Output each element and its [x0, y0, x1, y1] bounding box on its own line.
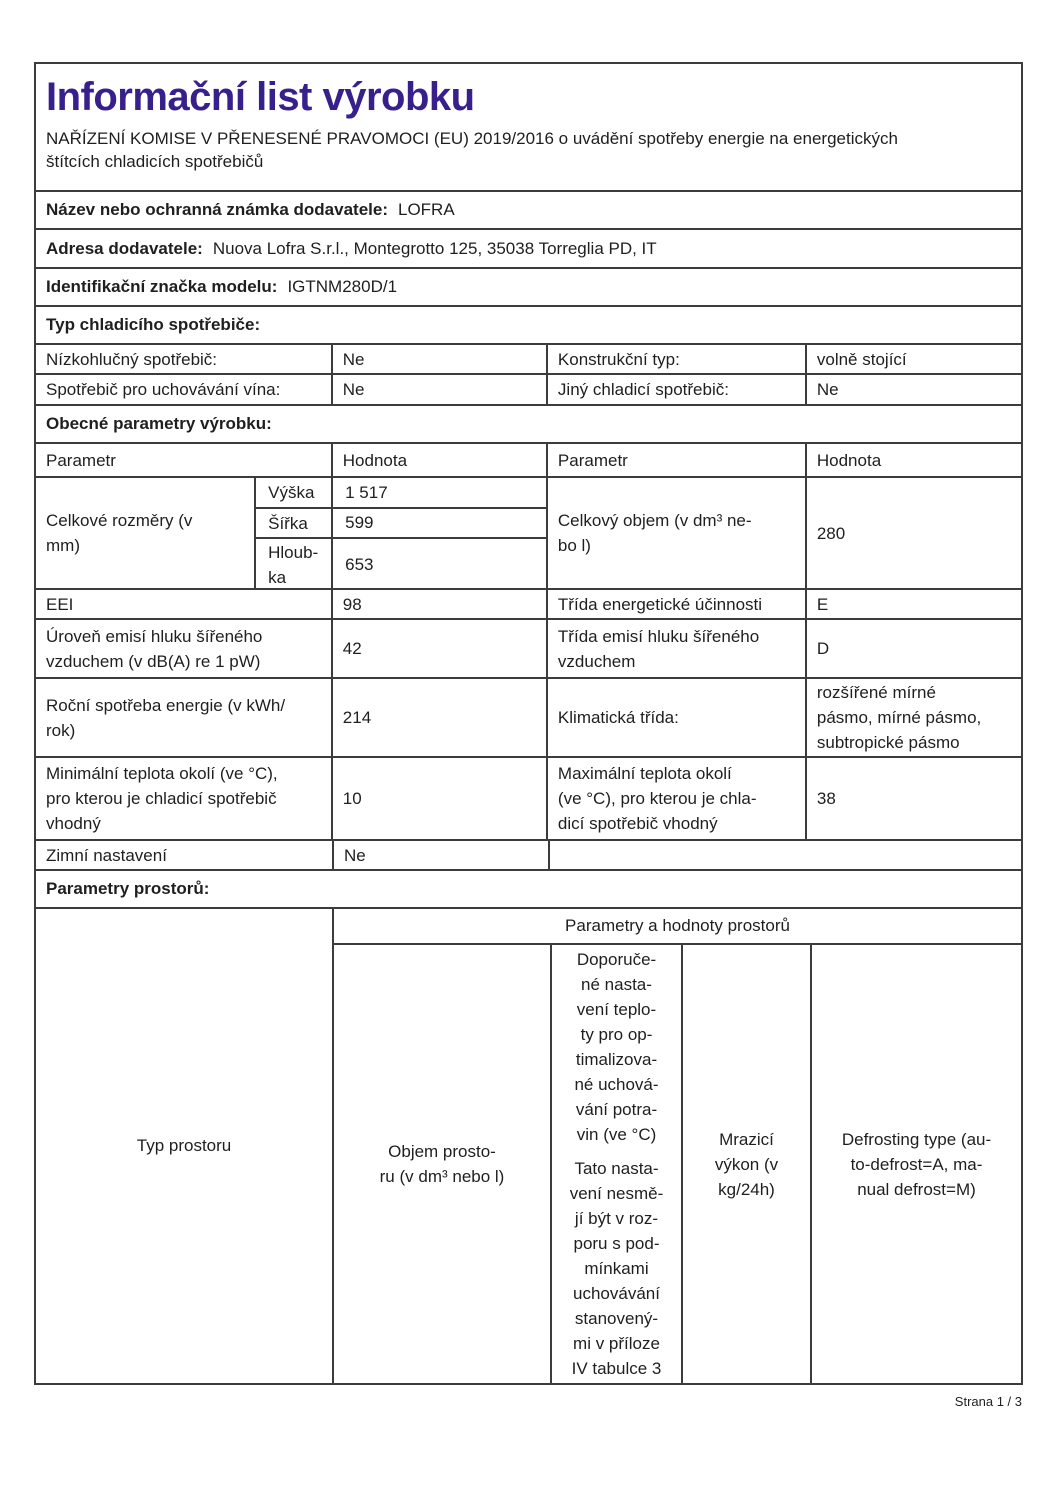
value-max-temperature: 38: [804, 758, 1021, 839]
param-noise-level: Úroveň emisí hluku šířeného vzduchem (v …: [46, 626, 263, 671]
section-header-general-parameters: Obecné parametry výrobku:: [36, 404, 1021, 442]
value-annual-energy: 214: [330, 679, 546, 756]
value-wine-storage: Ne: [330, 375, 546, 404]
param-low-noise: Nízkohlučný spotřebič:: [46, 349, 218, 369]
param-min-temperature: Minimální teplota okolí (ve °C), pro kte…: [46, 764, 278, 833]
column-header-parametr-2: Parametr: [545, 444, 805, 476]
supplier-name-label: Název nebo ochranná známka dodavatele:: [46, 200, 388, 219]
supplier-address-label: Adresa dodavatele:: [46, 238, 203, 258]
row-noise-emission: Úroveň emisí hluku šířeného vzduchem (v …: [36, 618, 1021, 677]
column-header-hodnota-2: Hodnota: [804, 444, 1021, 476]
row-column-headers: Parametr Hodnota Parametr Hodnota: [36, 442, 1021, 476]
dimension-row-depth: Hloub- ka 653: [254, 537, 546, 590]
value-design-type: volně stojící: [804, 345, 1021, 373]
row-supplier-name: Název nebo ochranná známka dodavatele: L…: [36, 190, 1021, 228]
supplier-address-value: Nuova Lofra S.r.l., Montegrotto 125, 350…: [212, 238, 657, 258]
dimension-row-width: Šířka 599: [254, 507, 546, 537]
row-wine-storage: Spotřebič pro uchovávání vína: Ne Jiný c…: [36, 373, 1021, 404]
param-total-volume: Celkový objem (v dm³ ne- bo l): [545, 478, 805, 588]
defrosting-type-header: Defrosting type (au- to-defrost=A, ma- n…: [810, 945, 1021, 1383]
param-overall-dimensions: Celkové rozměry (v mm): [46, 511, 193, 555]
page-subtitle: NAŘÍZENÍ KOMISE V PŘENESENÉ PRAVOMOCI (E…: [46, 129, 898, 171]
value-winter-setting: Ne: [332, 841, 548, 869]
temperature-recommendation-text: Doporuče- né nasta- vení teplo- ty pro o…: [574, 950, 659, 1144]
section-header-appliance-type: Typ chladicího spotřebiče:: [36, 305, 1021, 343]
param-energy-class: Třída energetické účinnosti: [545, 590, 805, 618]
row-eei: EEI 98 Třída energetické účinnosti E: [36, 588, 1021, 618]
compartment-type-header: Typ prostoru: [136, 1136, 232, 1155]
param-other-appliance: Jiný chladicí spotřebič:: [545, 375, 805, 404]
compartments-column-headers: Objem prosto- ru (v dm³ nebo l) Doporuče…: [334, 943, 1021, 1383]
document-table: Informační list výrobku NAŘÍZENÍ KOMISE …: [34, 62, 1023, 1385]
param-winter-setting: Zimní nastavení: [46, 845, 167, 865]
param-noise-class: Třída emisí hluku šířeného vzduchem: [545, 620, 805, 677]
compartment-volume-header: Objem prosto- ru (v dm³ nebo l): [379, 1142, 505, 1186]
supplier-name-value: LOFRA: [398, 200, 455, 219]
model-identifier-value: IGTNM280D/1: [287, 277, 398, 296]
row-ambient-temperature: Minimální teplota okolí (ve °C), pro kte…: [36, 756, 1021, 839]
value-noise-level: 42: [330, 620, 546, 677]
row-model-identifier: Identifikační značka modelu: IGTNM280D/1: [36, 267, 1021, 305]
value-total-volume: 280: [804, 478, 1021, 588]
compartments-right-area: Parametry a hodnoty prostorů Objem prost…: [332, 909, 1021, 1383]
value-eei: 98: [330, 590, 546, 618]
model-identifier-label: Identifikační značka modelu:: [46, 277, 278, 296]
temperature-note-text: Tato nasta- vení nesmě- jí být v roz- po…: [569, 1159, 664, 1378]
compartment-temperature-header: Doporuče- né nasta- vení teplo- ty pro o…: [550, 945, 681, 1383]
row-low-noise: Nízkohlučný spotřebič: Ne Konstrukční ty…: [36, 343, 1021, 373]
page-number: Strana 1 / 3: [954, 1394, 1022, 1409]
param-annual-energy: Roční spotřeba energie (v kWh/ rok): [46, 695, 286, 740]
row-overall-dimensions: Celkové rozměry (v mm) Výška 1 517 Šířka…: [36, 476, 1021, 590]
freezing-capacity-header: Mrazicí výkon (v kg/24h): [681, 945, 810, 1383]
dimensions-subtable: Výška 1 517 Šířka 599 Hloub- ka 653: [254, 478, 546, 590]
dimension-value-width: 599: [331, 509, 546, 537]
compartments-table: Typ prostoru Parametry a hodnoty prostor…: [36, 907, 1021, 1383]
row-winter-setting: Zimní nastavení Ne: [36, 839, 1021, 869]
param-wine-storage: Spotřebič pro uchovávání vína:: [46, 380, 281, 399]
value-climate-class: rozšířené mírné pásmo, mírné pásmo, subt…: [804, 679, 1021, 756]
param-climate-class: Klimatická třída:: [545, 679, 805, 756]
dimension-value-depth: 653: [331, 539, 546, 590]
empty-cell: [548, 841, 1021, 869]
value-energy-class: E: [804, 590, 1021, 618]
param-max-temperature: Maximální teplota okolí (ve °C), pro kte…: [545, 758, 805, 839]
param-design-type: Konstrukční typ:: [545, 345, 805, 373]
value-min-temperature: 10: [330, 758, 546, 839]
section-header-compartments: Parametry prostorů:: [36, 869, 1021, 907]
dimension-name-depth: Hloub- ka: [254, 539, 331, 590]
param-eei: EEI: [46, 594, 74, 614]
column-header-hodnota-1: Hodnota: [330, 444, 546, 476]
value-other-appliance: Ne: [804, 375, 1021, 404]
dimension-name-width: Šířka: [254, 509, 331, 537]
title-section: Informační list výrobku NAŘÍZENÍ KOMISE …: [36, 64, 1021, 190]
dimension-row-height: Výška 1 517: [254, 478, 546, 507]
value-noise-class: D: [804, 620, 1021, 677]
value-low-noise: Ne: [330, 345, 546, 373]
page-title: Informační list výrobku: [46, 75, 475, 119]
row-supplier-address: Adresa dodavatele: Nuova Lofra S.r.l., M…: [36, 228, 1021, 267]
compartments-table-title: Parametry a hodnoty prostorů: [565, 916, 790, 935]
dimension-value-height: 1 517: [331, 478, 546, 507]
column-header-parametr-1: Parametr: [46, 450, 116, 470]
dimension-name-height: Výška: [254, 478, 331, 507]
row-annual-energy: Roční spotřeba energie (v kWh/ rok) 214 …: [36, 677, 1021, 756]
